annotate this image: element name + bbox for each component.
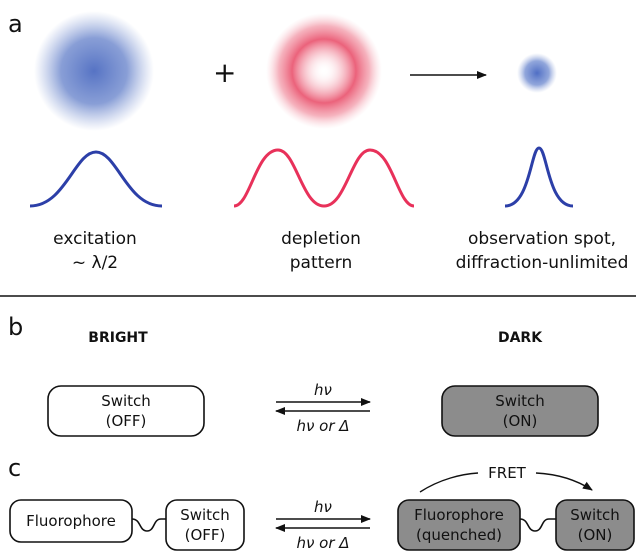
c-switch-on-label-line2: (ON) — [578, 526, 613, 544]
panel-b-letter: b — [8, 313, 23, 341]
fret-label: FRET — [488, 464, 527, 482]
observation-profile-curve — [504, 146, 574, 208]
reverse-reaction-label: hν or Δ — [296, 417, 349, 435]
observation-spot — [517, 53, 557, 93]
depletion-ring — [266, 13, 382, 129]
caption-depletion-line1: depletion — [281, 229, 361, 249]
c-switch-on-box — [555, 499, 635, 551]
fluorophore-label: Fluorophore — [26, 512, 116, 530]
switch-on-label-line2: (ON) — [503, 412, 538, 430]
caption-excitation-line2: ~ λ/2 — [72, 253, 118, 273]
depletion-profile-curve — [233, 148, 415, 208]
excitation-profile-curve — [29, 150, 163, 208]
linker-left — [131, 518, 166, 532]
linker-right — [519, 518, 556, 532]
c-forward-reaction-label: hν — [314, 498, 332, 516]
c-switch-off-label-line1: Switch — [180, 506, 230, 524]
plus-sign: + — [213, 56, 236, 89]
switch-on-label-line1: Switch — [495, 392, 545, 410]
caption-observation-line1: observation spot, — [468, 229, 616, 249]
dark-heading: DARK — [498, 330, 543, 346]
c-switch-off-box — [165, 499, 245, 551]
switch-off-label-line1: Switch — [101, 392, 151, 410]
fluorophore-quenched-box — [397, 499, 521, 551]
switch-off-box — [47, 385, 205, 437]
panel-c-letter: c — [8, 454, 21, 482]
fret-arc-left — [419, 472, 479, 493]
caption-excitation-line1: excitation — [53, 229, 137, 249]
caption-depletion-line2: pattern — [290, 253, 352, 273]
forward-reaction-label: hν — [314, 381, 332, 399]
panel-a-letter: a — [8, 10, 23, 38]
fluorophore-quenched-label-line2: (quenched) — [416, 526, 502, 544]
fret-arc-right — [535, 472, 593, 491]
bright-heading: BRIGHT — [88, 330, 148, 346]
c-reverse-reaction-label: hν or Δ — [296, 534, 349, 552]
c-switch-off-label-line2: (OFF) — [185, 526, 226, 544]
c-switch-on-label-line1: Switch — [570, 506, 620, 524]
excitation-spot — [34, 11, 154, 131]
switch-on-box — [441, 385, 599, 437]
caption-observation-line2: diffraction-unlimited — [456, 253, 629, 273]
switch-off-label-line2: (OFF) — [106, 412, 147, 430]
fluorophore-box — [9, 499, 133, 543]
fluorophore-quenched-label-line1: Fluorophore — [414, 506, 504, 524]
